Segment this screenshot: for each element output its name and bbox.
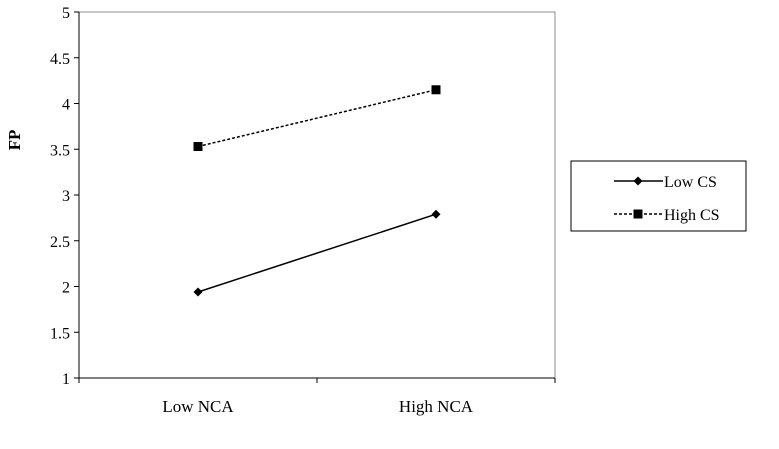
legend-marker-low-cs <box>633 176 643 186</box>
legend-label-low-cs: Low CS <box>664 174 717 191</box>
y-axis-label: FP <box>5 130 24 151</box>
data-point-high-cs <box>431 85 441 95</box>
series-line-low-cs <box>197 213 437 293</box>
y-tick-label: 3.5 <box>50 142 70 159</box>
y-axis-ticks: 1 1.5 2 2.5 3 3.5 4 4.5 5 <box>50 5 79 388</box>
series-line-high-cs <box>197 89 437 148</box>
legend: Low CS High CS <box>570 160 747 232</box>
legend-box <box>570 160 747 232</box>
data-point-high-cs <box>193 142 203 152</box>
y-tick-label: 5 <box>62 5 70 22</box>
series-layer <box>193 85 441 297</box>
y-tick-label: 3 <box>62 188 70 205</box>
legend-items: Low CS High CS <box>614 174 720 224</box>
data-point-low-cs <box>431 209 441 219</box>
y-tick-label: 4 <box>62 97 70 114</box>
x-tick-label: Low NCA <box>162 397 234 416</box>
plot-area <box>78 11 556 379</box>
y-tick-label: 1 <box>62 371 70 388</box>
y-tick-label: 4.5 <box>50 51 70 68</box>
y-tick-label: 1.5 <box>50 325 70 342</box>
x-axis-ticks: Low NCA High NCA <box>78 378 556 416</box>
x-tick-label: High NCA <box>399 397 474 416</box>
legend-marker-high-cs <box>633 209 643 219</box>
legend-label-high-cs: High CS <box>664 207 720 224</box>
data-point-low-cs <box>193 287 203 297</box>
y-tick-label: 2.5 <box>50 234 70 251</box>
y-tick-label: 2 <box>62 280 70 297</box>
